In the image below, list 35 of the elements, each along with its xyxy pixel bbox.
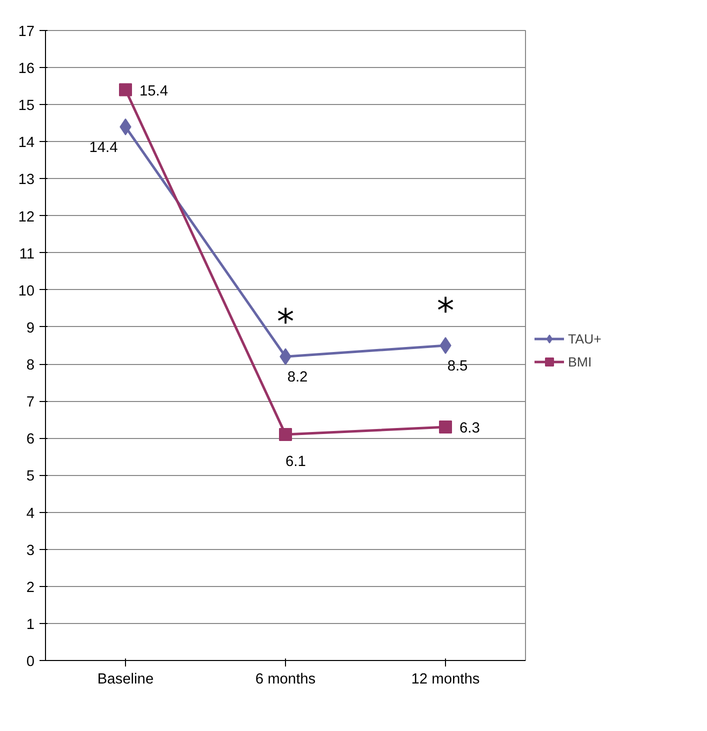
y-tick-label: 16 [18,61,35,78]
y-tick-label: 15 [18,98,35,114]
x-tick-label: 12 months [411,672,480,688]
y-tick-label: 11 [19,246,35,262]
legend-label: BMI [568,354,592,369]
point [279,428,292,441]
y-tick-label: 14 [18,135,35,152]
data-label: 8.5 [447,358,468,374]
point [119,83,132,96]
y-tick-label: 2 [26,580,35,596]
y-tick-label: 13 [18,172,35,188]
data-label: 14.4 [89,140,118,156]
y-tick-label: 7 [26,394,35,411]
y-tick-label: 12 [18,209,35,226]
annotation: * [436,292,454,332]
data-label: 8.2 [287,370,308,386]
y-tick-label: 4 [26,506,35,522]
x-tick-label: Baseline [97,672,154,688]
y-tick-label: 1 [26,616,35,633]
x-tick-label: 6 months [255,672,316,688]
data-label: 6.3 [460,420,480,437]
data-label: 6.1 [286,454,306,470]
y-tick-label: 9 [26,320,35,336]
y-tick-label: 10 [18,283,35,300]
y-tick-label: 3 [26,542,35,559]
y-tick-label: 5 [26,468,35,485]
point [440,337,452,354]
y-tick-label: 6 [26,432,35,448]
y-tick-label: 17 [18,24,35,40]
y-tick-label: 0 [26,654,35,670]
point [439,420,452,434]
data-label: 15.4 [140,83,168,100]
y-tick-label: 8 [26,358,35,374]
annotation: * [276,302,294,343]
legend-label: TAU+ [568,331,602,346]
